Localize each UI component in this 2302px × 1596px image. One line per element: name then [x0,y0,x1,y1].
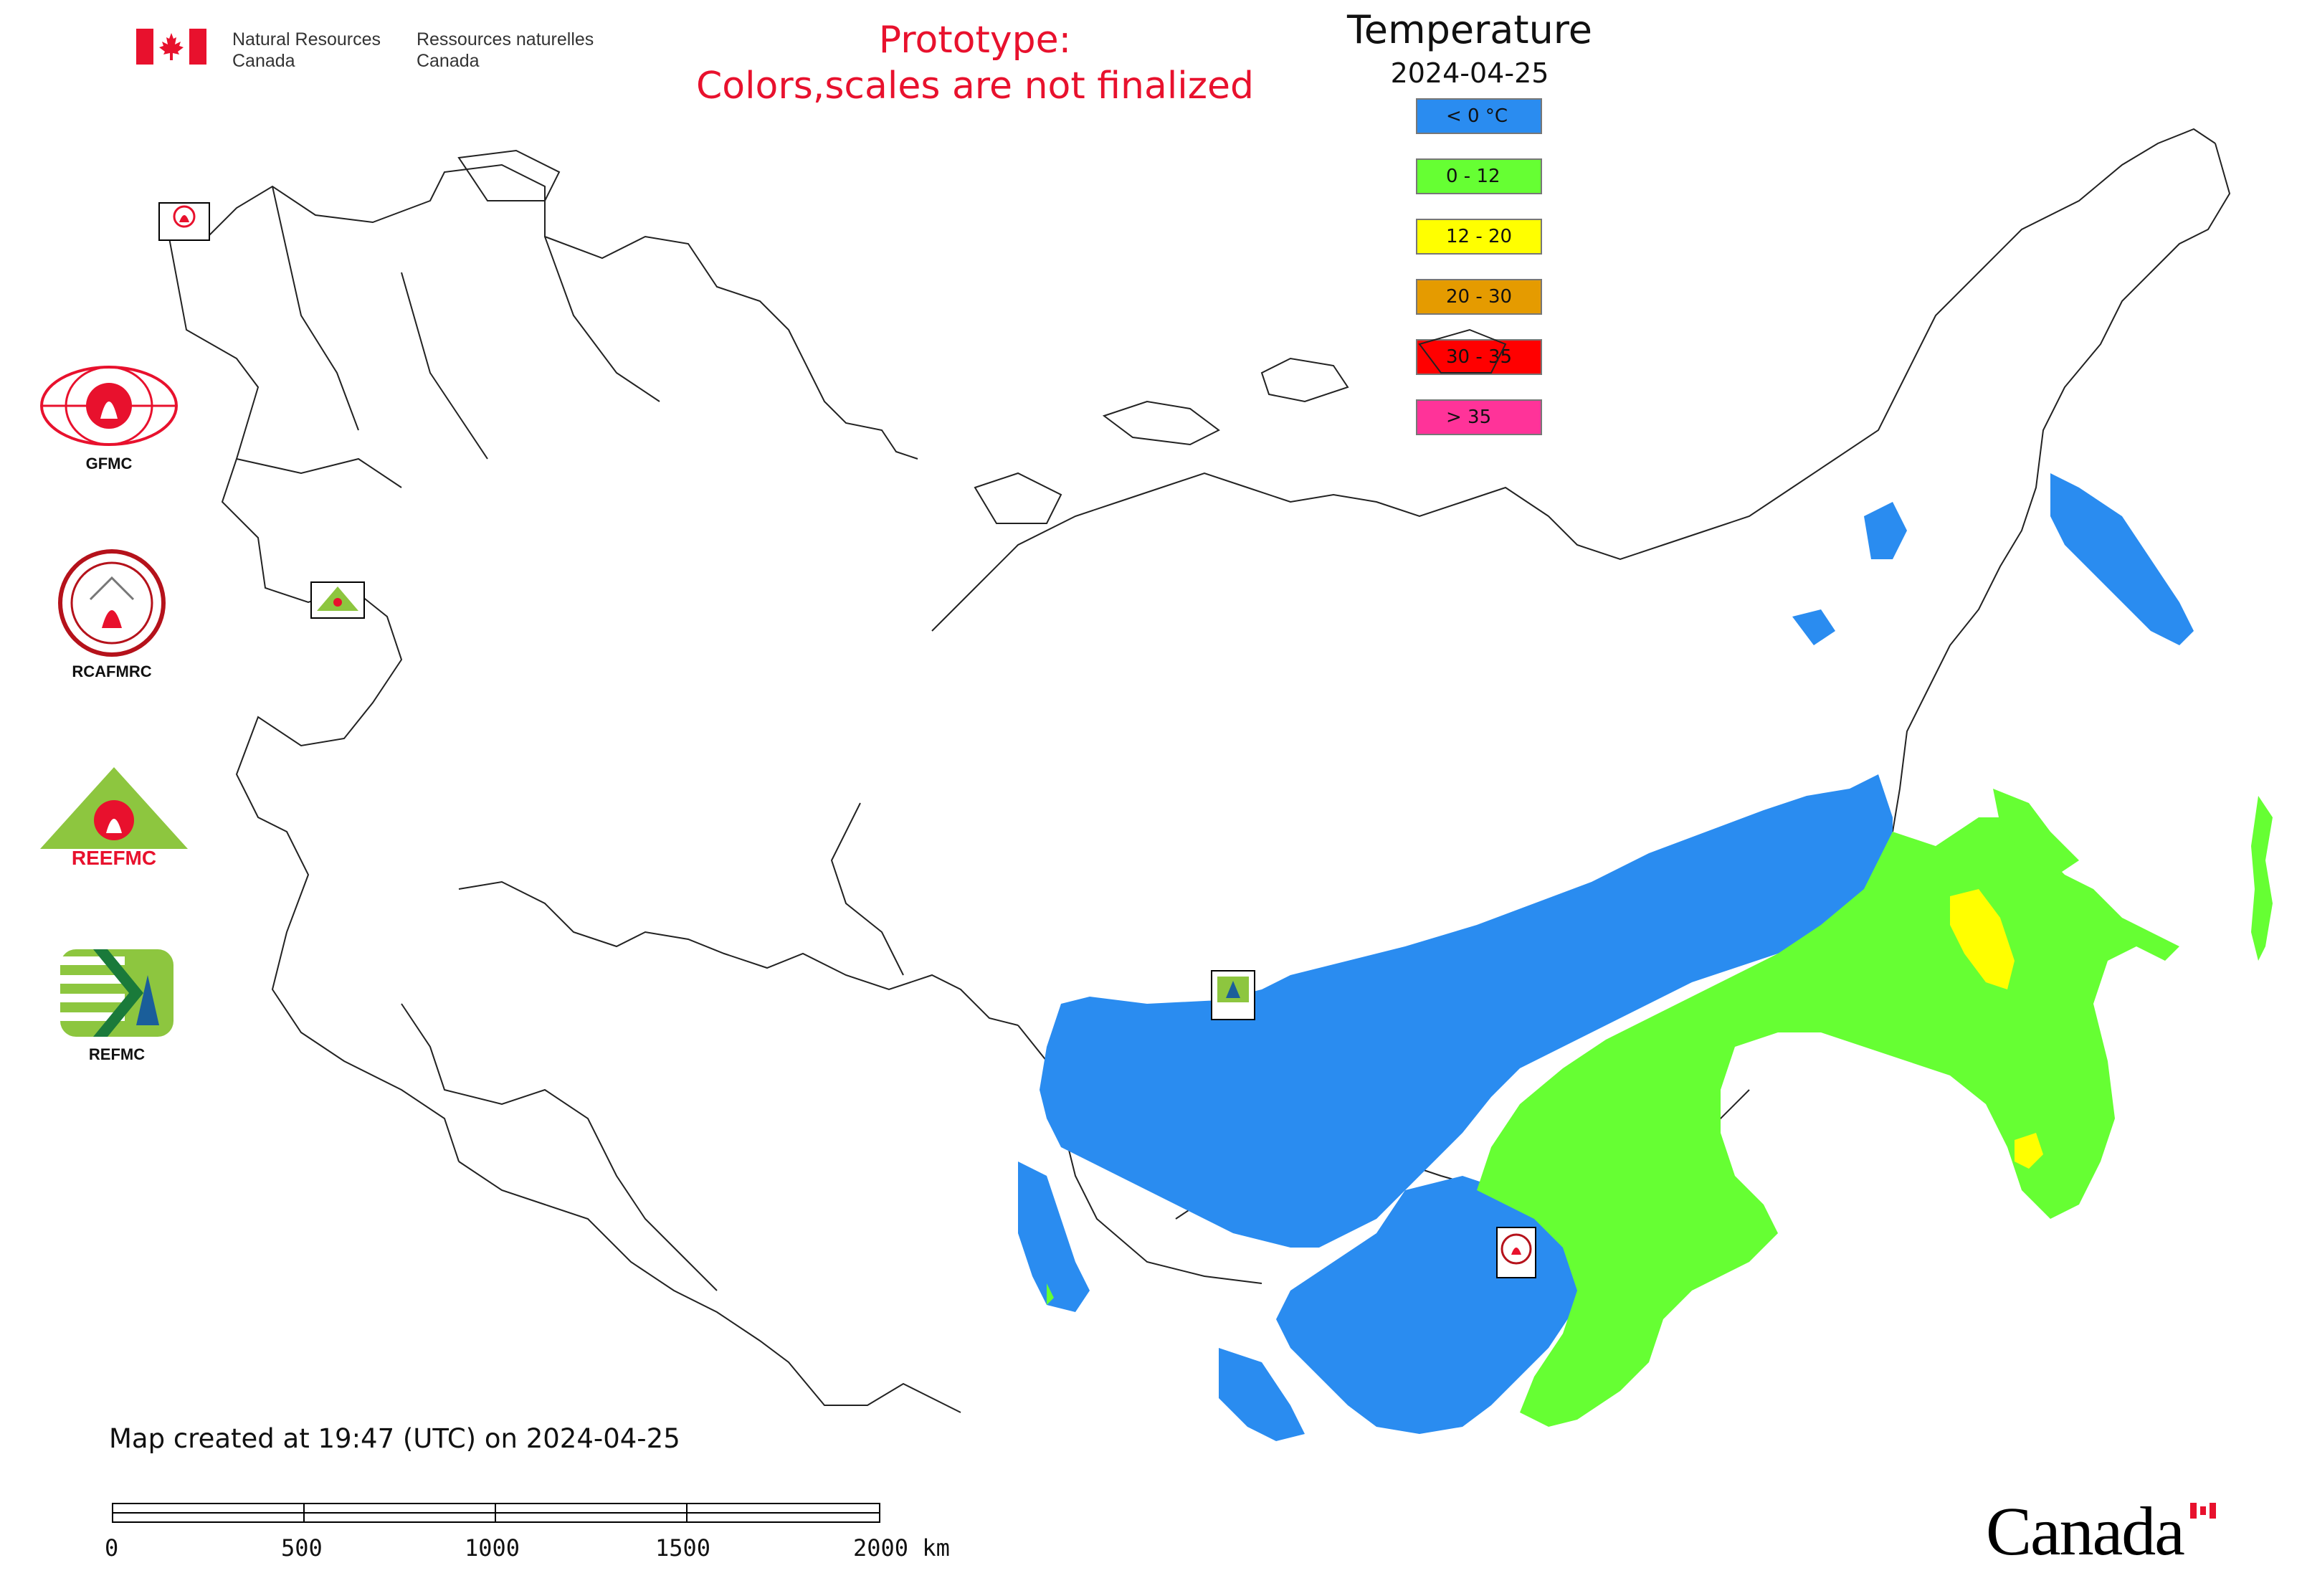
svg-text:REEFMC: REEFMC [72,847,156,868]
government-signature: Natural Resources Canada Ressources natu… [136,29,596,72]
gfmc-marker[interactable] [158,202,210,241]
prototype-notice: Prototype: Colors,scales are not finaliz… [645,17,1305,109]
map-created-note: Map created at 19:47 (UTC) on 2024-04-25 [109,1423,680,1454]
reefmc-marker[interactable] [310,581,365,619]
prototype-notice-line1: Prototype: [878,19,1072,62]
refmc-marker[interactable] [1211,970,1255,1020]
wordmark-flag-icon [2190,1503,2216,1519]
temperature-legend: < 0 °C 0 - 12 12 - 20 20 - 30 30 - 35 > … [1416,98,1542,460]
rcafmrc-marker[interactable] [1496,1227,1536,1278]
legend-date: 2024-04-25 [1390,57,1549,89]
rcafmrc-logo[interactable]: RCAFMRC [54,549,169,681]
temperature-12-20-area [1950,889,2043,1169]
prototype-notice-line2: Colors,scales are not finalized [695,65,1255,108]
legend-item-12-20: 12 - 20 [1416,219,1542,255]
scale-label-0: 0 [105,1534,119,1562]
country-outlines [164,128,2231,1413]
org-fr-line2: Canada [416,51,480,71]
legend-title: Temperature [1346,7,1593,52]
gfmc-logo[interactable]: GFMC [37,363,181,473]
canada-flag-icon [136,29,206,65]
scale-label-500: 500 [281,1534,323,1562]
legend-item-0-12: 0 - 12 [1416,158,1542,194]
rcafmrc-label: RCAFMRC [72,662,152,680]
refmc-logo[interactable]: REFMC [57,946,176,1064]
legend-item-20-30: 20 - 30 [1416,279,1542,315]
org-en-line2: Canada [232,51,295,71]
scale-label-1500: 1500 [655,1534,711,1562]
org-en-line1: Natural Resources [232,29,381,49]
canada-wordmark: Canada [1986,1493,2185,1569]
org-fr-line1: Ressources naturelles [416,29,594,49]
refmc-label: REFMC [88,1045,146,1063]
scale-label-2000: 2000 km [853,1534,950,1562]
gfmc-label: GFMC [85,455,133,472]
scale-label-1000: 1000 [465,1534,520,1562]
scale-bar [112,1503,880,1523]
legend-item-below-zero: < 0 °C [1416,98,1542,134]
legend-item-above-35: > 35 [1416,399,1542,435]
legend-item-30-35: 30 - 35 [1416,339,1542,375]
reefmc-logo[interactable]: REEFMC [37,764,191,870]
